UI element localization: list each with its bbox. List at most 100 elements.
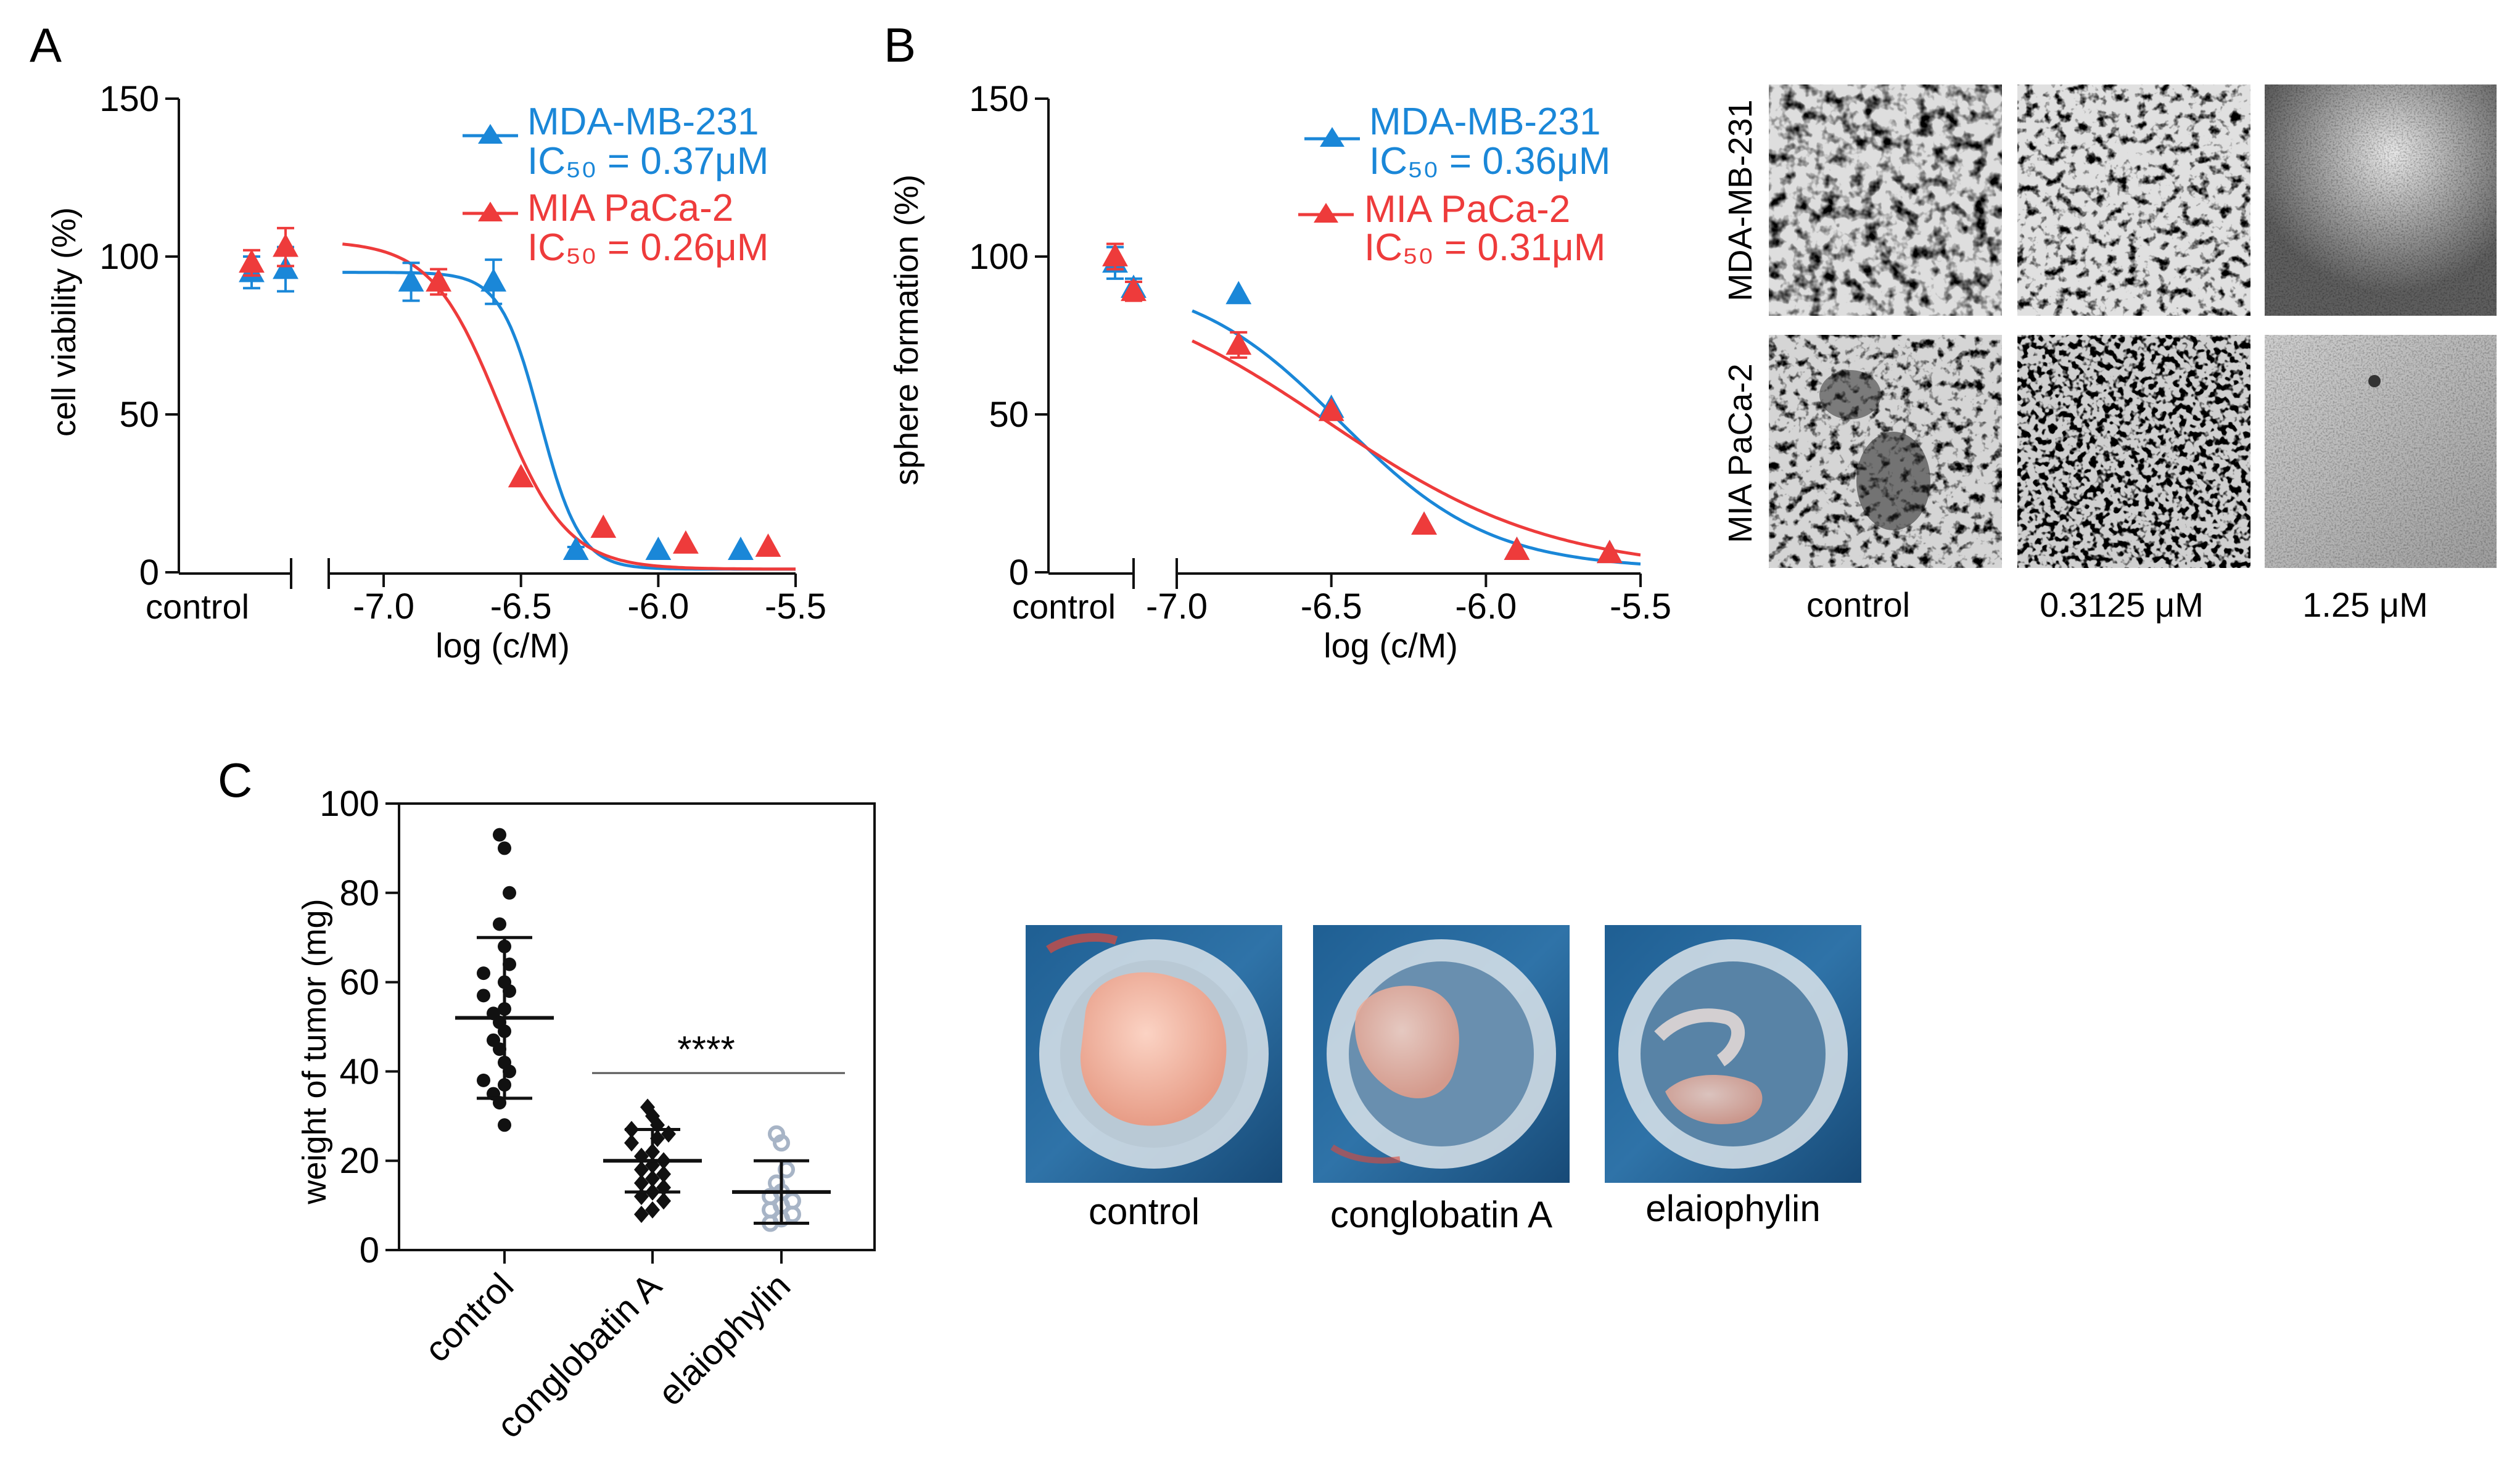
x-tick-label: -6.5 [1301,586,1362,627]
tumor-label-control: control [1089,1191,1200,1232]
control-point [239,249,265,273]
chart-b-fits [1192,309,1641,566]
y-tick-label: 0 [360,1230,379,1270]
micrograph-col-label-control: control [1806,585,1910,624]
data-point [477,966,490,981]
control-point [273,255,299,279]
legend-a-red-ic50: IC₅₀ = 0.26μM [527,226,768,269]
data-point [656,1192,671,1210]
chart-a-marks [239,226,781,560]
micrograph-col-label-0.3125: 0.3125 μM [2040,585,2204,624]
data-point [634,1206,649,1224]
chart-c-marks [455,828,831,1232]
data-point [672,530,699,554]
tumor-photo-elaiophylin [1605,925,1861,1183]
data-point [773,1134,790,1152]
tumor-photo-conglobatin [1313,925,1570,1183]
data-point [493,917,506,931]
legend-b-blue-marker [1320,127,1344,147]
x-tick-label: -7.0 [353,586,414,627]
data-point [503,886,516,900]
tumor-photos: control conglobatin A elaiophylin [1026,925,1861,1235]
micrograph-mda-1.25 [2265,84,2497,316]
y-tick-label: 60 [339,963,379,1003]
chart-a-control-label: control [146,587,249,626]
legend-a-blue-name: MDA-MB-231 [527,101,759,143]
data-point [645,537,672,560]
chart-a-fits [342,242,796,571]
data-point [493,828,506,842]
data-point [477,1073,490,1087]
legend-a-red-name: MIA PaCa-2 [527,187,733,229]
tumor-label-conglobatin: conglobatin A [1330,1194,1552,1235]
micrograph-row-label-mia: MIA PaCa-2 [1722,363,1759,543]
panel-label-b: B [884,18,916,72]
x-tick-label: -6.0 [1455,586,1517,627]
data-point [477,989,490,1003]
x-tick-label: elaiophylin [650,1265,798,1413]
data-point [634,1161,649,1179]
data-point [498,841,511,855]
legend-b-red-marker [1314,203,1338,223]
micrograph-col-label-1.25: 1.25 μM [2302,585,2427,624]
micrograph-row-label-mda: MDA-MB-231 [1722,99,1759,301]
tumor-photo-control [1026,925,1282,1183]
y-tick-label: 150 [99,79,159,119]
fit-curve-0 [1192,309,1641,566]
chart-a-axes: 0 50 100 150 -7.0 -6.5 -6.0 -5.5 [99,79,826,627]
data-point [426,268,452,292]
data-point [755,533,781,557]
fit-curve-1 [1192,339,1641,557]
y-tick-label: 20 [339,1141,379,1181]
y-tick-label: 40 [339,1051,379,1092]
data-point [645,1201,660,1219]
control-point [1102,243,1128,266]
data-point [498,1118,511,1132]
y-tick-label: 100 [969,237,1029,277]
legend-b-blue-ic50: IC₅₀ = 0.36μM [1369,140,1610,183]
data-point [1411,511,1437,535]
y-tick-label: 100 [99,237,159,277]
x-tick-label: -5.5 [1610,586,1671,627]
x-tick-label: control [417,1265,521,1370]
legend-b-red-ic50: IC₅₀ = 0.31μM [1364,226,1605,269]
data-point [728,537,754,560]
data-point [1225,281,1252,305]
y-tick-label: 150 [969,79,1029,119]
control-point [1121,278,1147,302]
chart-panel-b: 0 50 100 150 -7.0 -6.5 -6.0 -5.5 sphere formati… [888,79,1671,665]
micrograph-grid: MDA-MB-231 MIA PaCa-2 control 0.3125 μM … [1722,84,2497,624]
legend-b-blue-name: MDA-MB-231 [1369,101,1601,143]
data-point [656,1165,671,1183]
y-tick-label: 80 [339,873,379,913]
chart-a-legend: MDA-MB-231 IC₅₀ = 0.37μM MIA PaCa-2 IC₅₀… [463,101,768,269]
data-point [480,268,507,292]
micrograph-mda-0.3125 [2017,84,2250,316]
x-tick-label: -7.0 [1146,586,1208,627]
legend-a-blue-ic50: IC₅₀ = 0.37μM [527,140,768,183]
legend-a-blue-marker [478,124,503,144]
panel-label-c: C [218,753,252,807]
chart-b-xlabel: log (c/M) [1324,626,1458,665]
data-point [1504,537,1530,560]
chart-a-xlabel: log (c/M) [435,626,570,665]
chart-panel-a: 0 50 100 150 -7.0 -6.5 -6.0 -5.5 cell viability… [46,79,826,665]
y-tick-label: 100 [319,784,379,824]
chart-b-axes: 0 50 100 150 -7.0 -6.5 -6.0 -5.5 [969,79,1671,627]
fit-curve-1 [342,242,796,571]
micrograph-mda-control [1769,84,2002,316]
legend-b-red-name: MIA PaCa-2 [1364,188,1570,231]
y-tick-label: 50 [989,395,1029,435]
y-tick-label: 0 [139,553,159,593]
data-point [508,464,534,488]
legend-a-red-marker [478,202,503,221]
data-point [590,514,617,538]
micrograph-mia-0.3125 [2017,335,2250,568]
y-tick-label: 0 [1009,553,1029,593]
micrograph-mia-1.25 [2265,335,2497,568]
chart-c-ylabel: weight of tumor (mg) [296,899,333,1204]
plot-frame [398,802,876,1251]
